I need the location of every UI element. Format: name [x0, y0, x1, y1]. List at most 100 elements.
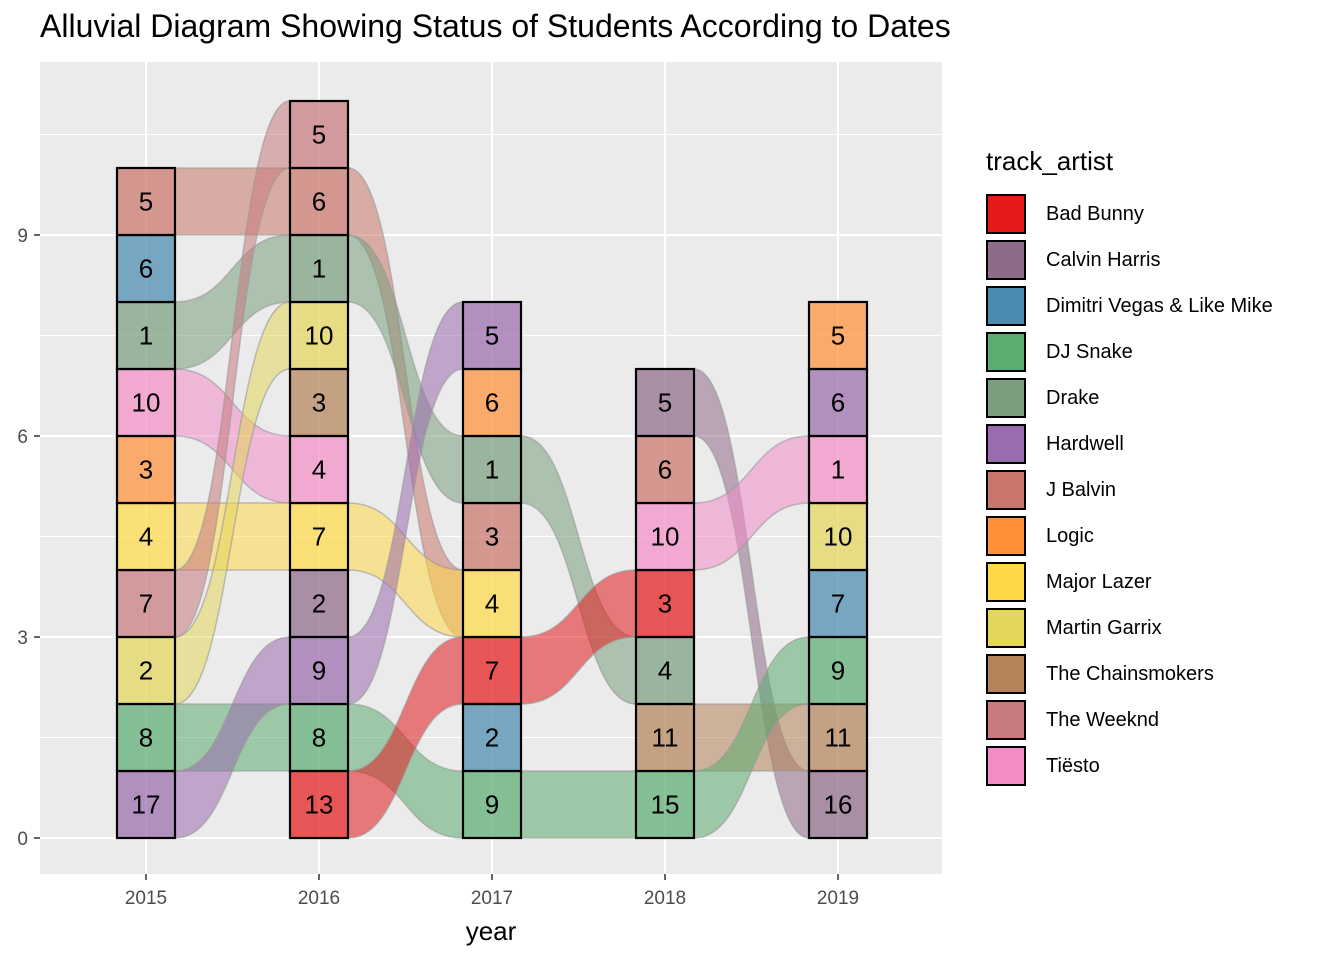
stratum-box [288, 99, 350, 170]
stratum-label: 3 [312, 388, 326, 418]
stratum-box [115, 233, 177, 304]
stratum-box [634, 367, 696, 438]
axes-layer: 0 3 6 9 2015 2016 2017 2018 2019 [17, 226, 859, 909]
stratum-label: 7 [139, 589, 153, 619]
stratum-box [288, 702, 350, 773]
legend-label: Hardwell [1046, 432, 1124, 455]
x-tick-label: 2017 [471, 888, 513, 909]
legend-label: Tiësto [1046, 754, 1100, 777]
stratum-box [115, 568, 177, 639]
legend-item: Major Lazer [986, 559, 1273, 605]
stratum-box [115, 702, 177, 773]
legend-swatch [986, 240, 1026, 280]
legend-label: The Chainsmokers [1046, 662, 1214, 685]
legend-item: The Weeknd [986, 697, 1273, 743]
legend-label: Major Lazer [1046, 570, 1152, 593]
y-tick-label: 6 [17, 427, 28, 448]
stratum-box [288, 501, 350, 572]
stratum-label: 10 [824, 522, 853, 552]
stratum-label: 15 [651, 790, 680, 820]
legend-label: Drake [1046, 386, 1100, 409]
stratum-box [634, 769, 696, 840]
x-tick-label: 2016 [298, 888, 340, 909]
stratum-label: 6 [831, 388, 845, 418]
legend-swatch [986, 608, 1026, 648]
legend-label: Calvin Harris [1046, 248, 1161, 271]
stratum-label: 10 [651, 522, 680, 552]
stratum-box [634, 702, 696, 773]
stratum-label: 6 [312, 187, 326, 217]
stratum-box [461, 300, 523, 371]
stratum-label: 17 [132, 790, 161, 820]
legend-swatch [986, 516, 1026, 556]
x-tick-label: 2019 [817, 888, 859, 909]
stratum-column: 15 11 4 3 10 6 5 [634, 367, 696, 840]
y-tick-label: 0 [17, 829, 28, 850]
legend: track_artist Bad Bunny Calvin Harris Dimit… [986, 146, 1273, 789]
stratum-box [461, 501, 523, 572]
stratum-label: 4 [485, 589, 499, 619]
stratum-label: 10 [132, 388, 161, 418]
stratum-column: 13 8 9 2 7 4 3 10 1 6 5 [288, 99, 350, 840]
stratum-label: 3 [139, 455, 153, 485]
stratum-box [634, 568, 696, 639]
flow-band [520, 770, 637, 839]
stratum-label: 2 [485, 723, 499, 753]
legend-item: Bad Bunny [986, 191, 1273, 237]
legend-swatch [986, 700, 1026, 740]
stratum-box [461, 434, 523, 505]
legend-items: Bad Bunny Calvin Harris Dimitri Vegas & Li… [986, 191, 1273, 789]
stratum-label: 1 [831, 455, 845, 485]
legend-label: Martin Garrix [1046, 616, 1162, 639]
legend-item: Hardwell [986, 421, 1273, 467]
legend-swatch [986, 286, 1026, 326]
stratum-label: 2 [312, 589, 326, 619]
legend-swatch [986, 424, 1026, 464]
stratum-label: 16 [824, 790, 853, 820]
stratum-label: 1 [139, 321, 153, 351]
stratum-label: 11 [652, 723, 679, 753]
legend-item: The Chainsmokers [986, 651, 1273, 697]
stratum-box [807, 635, 869, 706]
stratum-label: 8 [312, 723, 326, 753]
legend-swatch [986, 746, 1026, 786]
legend-swatch [986, 194, 1026, 234]
stratum-label: 3 [485, 522, 499, 552]
stratum-label: 5 [312, 120, 326, 150]
legend-label: J Balvin [1046, 478, 1117, 501]
legend-label: DJ Snake [1046, 340, 1133, 363]
legend-item: J Balvin [986, 467, 1273, 513]
stratum-box [634, 434, 696, 505]
stratum-box [288, 769, 350, 840]
legend-swatch [986, 378, 1026, 418]
stratum-box [115, 166, 177, 237]
legend-label: The Weeknd [1046, 708, 1160, 731]
stratum-label: 1 [312, 254, 326, 284]
legend-swatch [986, 332, 1026, 372]
stratum-label: 11 [825, 723, 852, 753]
x-axis-label: year [466, 916, 517, 946]
stratum-box [288, 300, 350, 371]
stratum-box [634, 635, 696, 706]
legend-item: Logic [986, 513, 1273, 559]
stratum-label: 6 [485, 388, 499, 418]
strata-layer: 1782743101651389274310165927431651511431… [115, 99, 869, 840]
stratum-column: 17 8 2 7 4 3 10 1 6 5 [115, 166, 177, 840]
stratum-box [288, 166, 350, 237]
legend-label: Bad Bunny [1046, 202, 1144, 225]
stratum-label: 7 [485, 656, 499, 686]
stratum-label: 7 [831, 589, 845, 619]
legend-swatch [986, 470, 1026, 510]
x-tick-label: 2015 [125, 888, 167, 909]
stratum-box [288, 568, 350, 639]
legend-item: Dimitri Vegas & Like Mike [986, 283, 1273, 329]
stratum-label: 1 [485, 455, 499, 485]
legend-item: Tiësto [986, 743, 1273, 789]
stratum-box [807, 702, 869, 773]
stratum-label: 2 [139, 656, 153, 686]
stratum-box [115, 769, 177, 840]
stratum-column: 9 2 7 4 3 1 6 5 [461, 300, 523, 840]
stratum-label: 4 [658, 656, 672, 686]
